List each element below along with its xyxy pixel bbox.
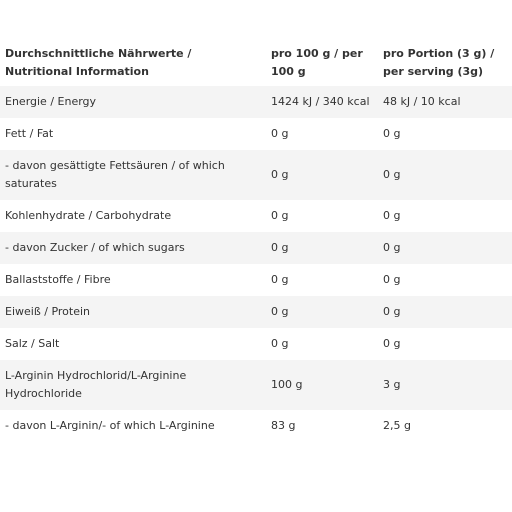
table-cell: Fett / Fat xyxy=(5,127,54,140)
table-cell: Salz / Salt xyxy=(5,337,60,350)
table-cell: 0 g xyxy=(383,168,401,181)
table-cell: 48 kJ / 10 kcal xyxy=(383,95,461,108)
table-cell: - davon L-Arginin/- of which L-Arginine xyxy=(5,419,215,432)
table-cell: L-Arginin Hydrochlorid/L-Arginine Hydroc… xyxy=(5,369,187,400)
table-cell: 3 g xyxy=(383,378,401,391)
table-row: L-Arginin Hydrochlorid/L-Arginine Hydroc… xyxy=(0,360,512,410)
header-cell: pro 100 g / per 100 g xyxy=(271,47,363,78)
table-cell: 0 g xyxy=(271,127,289,140)
table-cell: 0 g xyxy=(271,337,289,350)
nutrition-table: Durchschnittliche Nährwerte / Nutritiona… xyxy=(0,40,512,442)
table-cell: 0 g xyxy=(383,127,401,140)
table-cell: - davon Zucker / of which sugars xyxy=(5,241,185,254)
table-cell: 0 g xyxy=(271,241,289,254)
table-row: Eiweiß / Protein 0 g 0 g xyxy=(0,296,512,328)
table-cell: 0 g xyxy=(271,305,289,318)
table-row: Kohlenhydrate / Carbohydrate 0 g 0 g xyxy=(0,200,512,232)
table-cell: 2,5 g xyxy=(383,419,411,432)
table-cell: Eiweiß / Protein xyxy=(5,305,91,318)
table-cell: 0 g xyxy=(383,305,401,318)
table-cell: 0 g xyxy=(271,273,289,286)
header-row: Durchschnittliche Nährwerte / Nutritiona… xyxy=(0,40,512,86)
table-cell: 0 g xyxy=(383,209,401,222)
table-row: - davon L-Arginin/- of which L-Arginine 8… xyxy=(0,410,512,442)
table-cell: 83 g xyxy=(271,419,296,432)
table-row: Energie / Energy 1424 kJ / 340 kcal 48 kJ … xyxy=(0,86,512,118)
table-cell: 0 g xyxy=(383,337,401,350)
table-cell: Ballaststoffe / Fibre xyxy=(5,273,111,286)
table-cell: 0 g xyxy=(271,209,289,222)
header-cell: Durchschnittliche Nährwerte / Nutritiona… xyxy=(5,47,192,78)
table-cell: 0 g xyxy=(383,241,401,254)
table-row: Salz / Salt 0 g 0 g xyxy=(0,328,512,360)
table-row: Ballaststoffe / Fibre 0 g 0 g xyxy=(0,264,512,296)
table-cell: 100 g xyxy=(271,378,303,391)
table-cell: - davon gesättigte Fettsäuren / of which… xyxy=(5,159,225,190)
table-row: - davon gesättigte Fettsäuren / of which… xyxy=(0,150,512,200)
table-cell: Energie / Energy xyxy=(5,95,97,108)
table-cell: Kohlenhydrate / Carbohydrate xyxy=(5,209,172,222)
table-cell: 0 g xyxy=(383,273,401,286)
header-cell: pro Portion (3 g) / per serving (3g) xyxy=(383,47,495,78)
table-cell: 0 g xyxy=(271,168,289,181)
table-body: Energie / Energy 1424 kJ / 340 kcal 48 kJ … xyxy=(0,86,512,442)
table-row: Fett / Fat 0 g 0 g xyxy=(0,118,512,150)
table-row: - davon Zucker / of which sugars 0 g 0 g xyxy=(0,232,512,264)
table-cell: 1424 kJ / 340 kcal xyxy=(271,95,370,108)
